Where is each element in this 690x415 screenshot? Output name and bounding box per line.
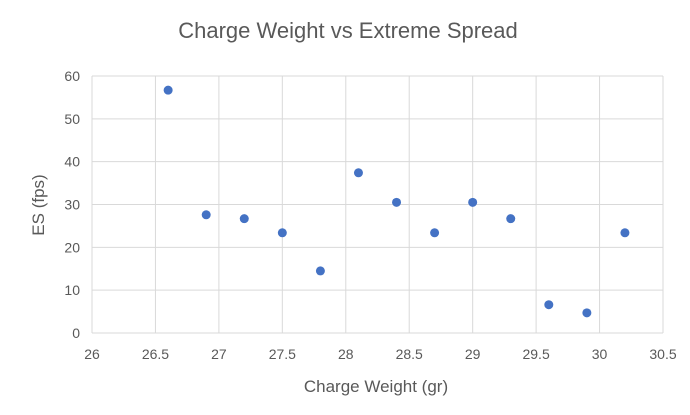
data-point bbox=[201, 210, 211, 220]
x-axis-label: Charge Weight (gr) bbox=[304, 377, 448, 396]
x-tick-label: 26 bbox=[84, 346, 100, 362]
y-tick-label: 60 bbox=[64, 68, 80, 84]
data-points bbox=[163, 85, 630, 318]
data-point bbox=[239, 214, 249, 224]
data-point bbox=[468, 197, 478, 207]
x-tick-label: 27.5 bbox=[269, 346, 296, 362]
y-tick-label: 30 bbox=[64, 197, 80, 213]
data-point bbox=[277, 228, 287, 238]
data-point bbox=[353, 168, 363, 178]
y-axis-label: ES (fps) bbox=[29, 174, 48, 235]
x-tick-label: 29 bbox=[465, 346, 481, 362]
data-point bbox=[315, 266, 325, 276]
x-tick-label: 27 bbox=[211, 346, 227, 362]
data-point bbox=[544, 300, 554, 310]
y-tick-label: 10 bbox=[64, 282, 80, 298]
y-tick-label: 20 bbox=[64, 239, 80, 255]
y-tick-label: 0 bbox=[72, 325, 80, 341]
data-point bbox=[392, 197, 402, 207]
data-point bbox=[620, 228, 630, 238]
gridlines bbox=[91, 75, 664, 334]
x-tick-label: 26.5 bbox=[142, 346, 169, 362]
data-point bbox=[163, 85, 173, 95]
x-tick-label: 28 bbox=[338, 346, 354, 362]
x-tick-label: 30 bbox=[592, 346, 608, 362]
tick-labels: 0 10 20 30 40 50 60 26 26.5 27 27.5 28 28.5 29 29.5 30 3… bbox=[64, 68, 676, 362]
x-tick-label: 29.5 bbox=[522, 346, 549, 362]
data-point bbox=[582, 308, 592, 318]
x-tick-label: 30.5 bbox=[649, 346, 676, 362]
y-tick-label: 40 bbox=[64, 154, 80, 170]
data-point bbox=[430, 228, 440, 238]
x-tick-label: 28.5 bbox=[396, 346, 423, 362]
chart-title: Charge Weight vs Extreme Spread bbox=[178, 18, 518, 43]
y-tick-label: 50 bbox=[64, 111, 80, 127]
data-point bbox=[506, 214, 516, 224]
